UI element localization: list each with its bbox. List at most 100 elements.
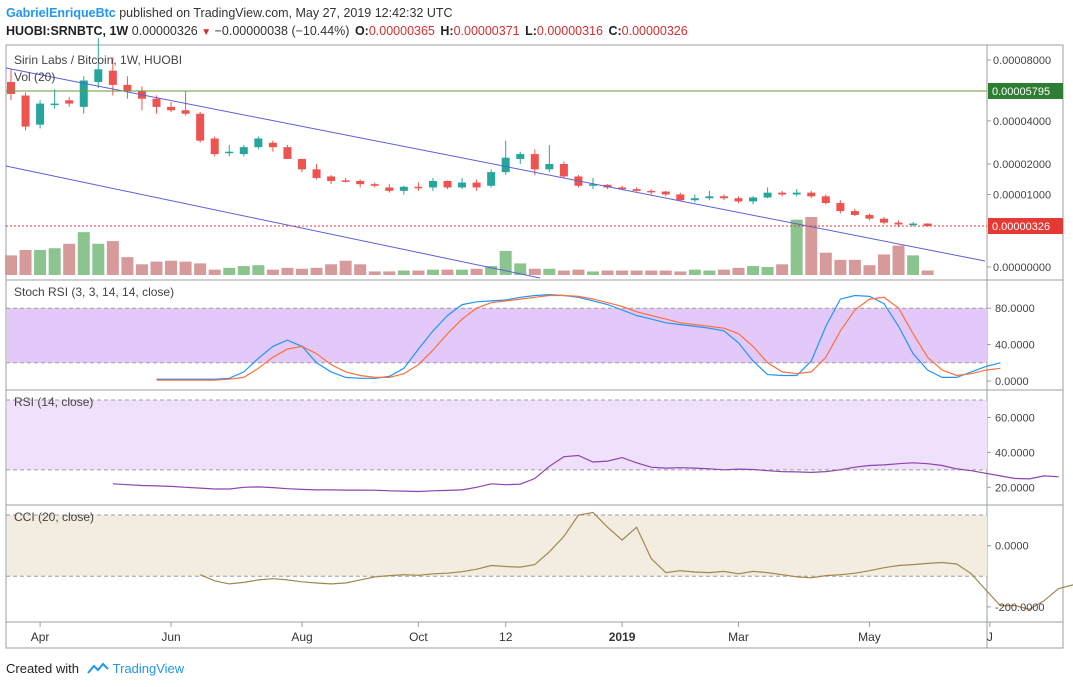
price-axis-label: 0.00000000	[993, 262, 1051, 274]
volume-bar	[281, 267, 294, 275]
volume-bar	[325, 264, 338, 275]
candle-body	[880, 218, 888, 223]
candle-body	[792, 192, 801, 195]
tradingview-brand[interactable]: TradingView	[112, 661, 185, 676]
volume-bar	[892, 245, 905, 275]
publish-info: published on TradingView.com, May 27, 20…	[119, 6, 453, 20]
candle-body	[36, 103, 45, 125]
volume-bar	[688, 269, 701, 275]
candle-body	[428, 180, 437, 188]
volume-indicator-label: Vol (20)	[14, 70, 55, 84]
volume-bar	[732, 267, 745, 275]
candle-body	[399, 186, 408, 191]
rsi-axis-label: 20.0000	[995, 482, 1035, 494]
chart-canvas[interactable]: 0.00005795 0.00000326 0.00008000 0.00004000…	[0, 0, 1073, 655]
volume-bar	[630, 270, 643, 275]
volume-bar	[106, 241, 119, 275]
author-link[interactable]: GabrielEnriqueBtc	[6, 6, 116, 20]
rsi-pane-title: RSI (14, close)	[14, 395, 93, 409]
candle-body	[443, 180, 452, 188]
candle-body	[472, 182, 481, 188]
candle-body	[719, 196, 728, 199]
candle-body	[239, 147, 248, 155]
rsi-axis-label: 40.0000	[995, 447, 1035, 459]
candle-body	[312, 169, 321, 178]
stoch-rsi-line	[156, 293, 1001, 380]
candle-body	[618, 187, 627, 190]
current-price: 0.00000326	[131, 24, 198, 38]
volume-bar	[485, 266, 498, 275]
volume-bar	[878, 254, 890, 275]
lower-trendline	[5, 165, 541, 279]
volume-bar	[616, 270, 629, 275]
rsi-axis-label: 60.0000	[995, 412, 1035, 424]
candle-body	[501, 157, 510, 173]
volume-bar	[397, 270, 410, 275]
candle-body	[254, 138, 263, 148]
volume-bar	[426, 269, 439, 275]
time-axis-label: Aug	[291, 630, 312, 644]
volume-bar	[194, 263, 207, 275]
open-label: O:	[354, 24, 369, 38]
ohlc-line: HUOBI:SRNBTC, 1W 0.00000326 ▼ −0.0000003…	[6, 22, 688, 42]
stoch-rsi-pane-title: Stoch RSI (3, 3, 14, 14, close)	[14, 285, 174, 299]
candle-body	[65, 100, 74, 104]
candle-body	[21, 95, 30, 127]
candle-body	[821, 196, 830, 204]
candle-body	[123, 84, 132, 91]
volume-bar	[863, 265, 876, 275]
candle-body	[749, 197, 758, 202]
tradingview-logo-icon	[86, 662, 109, 674]
volume-bar	[208, 269, 221, 275]
cci-line	[199, 511, 1073, 610]
volume-bar	[5, 255, 17, 275]
upper-trendline	[5, 67, 986, 262]
volume-bar	[456, 269, 469, 275]
footer: Created with TradingView	[6, 661, 184, 676]
down-arrow-icon: ▼	[201, 27, 212, 38]
volume-bar	[354, 264, 367, 275]
volume-bar	[77, 232, 90, 275]
stoch-rsi-band	[7, 308, 987, 363]
low-value: 0.00000316	[536, 24, 603, 38]
volume-bar	[296, 268, 308, 275]
candle-body	[225, 151, 234, 154]
volume-bar	[63, 243, 76, 275]
volume-bar	[266, 269, 279, 275]
created-with-label: Created with	[6, 661, 79, 676]
candle-body	[632, 189, 641, 191]
candle-body	[923, 223, 932, 227]
candle-body	[676, 194, 685, 201]
candle-body	[850, 211, 859, 215]
volume-bar	[19, 250, 32, 275]
candle-body	[545, 164, 554, 170]
candle-body	[50, 103, 59, 106]
volume-bar	[587, 271, 599, 275]
volume-bar	[907, 255, 920, 275]
candle-body	[327, 176, 336, 181]
candle-body	[152, 98, 161, 107]
time-axis-label: J	[987, 630, 993, 644]
volume-bar	[645, 270, 658, 275]
candle-body	[210, 138, 219, 155]
volume-bar	[703, 270, 716, 275]
volume-bar	[310, 267, 323, 275]
volume-bar	[383, 271, 396, 275]
volume-bar	[150, 261, 163, 275]
volume-bar	[834, 259, 847, 275]
time-axis-label: Mar	[728, 630, 749, 644]
candle-body	[196, 113, 205, 141]
price-change: −0.00000038 (−10.44%)	[214, 24, 350, 38]
volume-bar	[776, 264, 789, 275]
volume-bar	[659, 270, 672, 275]
candle-body	[268, 142, 277, 148]
candle-body	[283, 147, 292, 159]
volume-bar	[165, 260, 178, 275]
volume-bar	[790, 219, 803, 275]
price-axis-label: 0.00004000	[993, 116, 1051, 128]
cci-axis-label: 0.0000	[995, 541, 1029, 553]
volume-bar	[339, 260, 352, 275]
volume-bar	[921, 270, 934, 275]
candle-body	[370, 184, 379, 186]
volume-bar	[848, 259, 861, 275]
